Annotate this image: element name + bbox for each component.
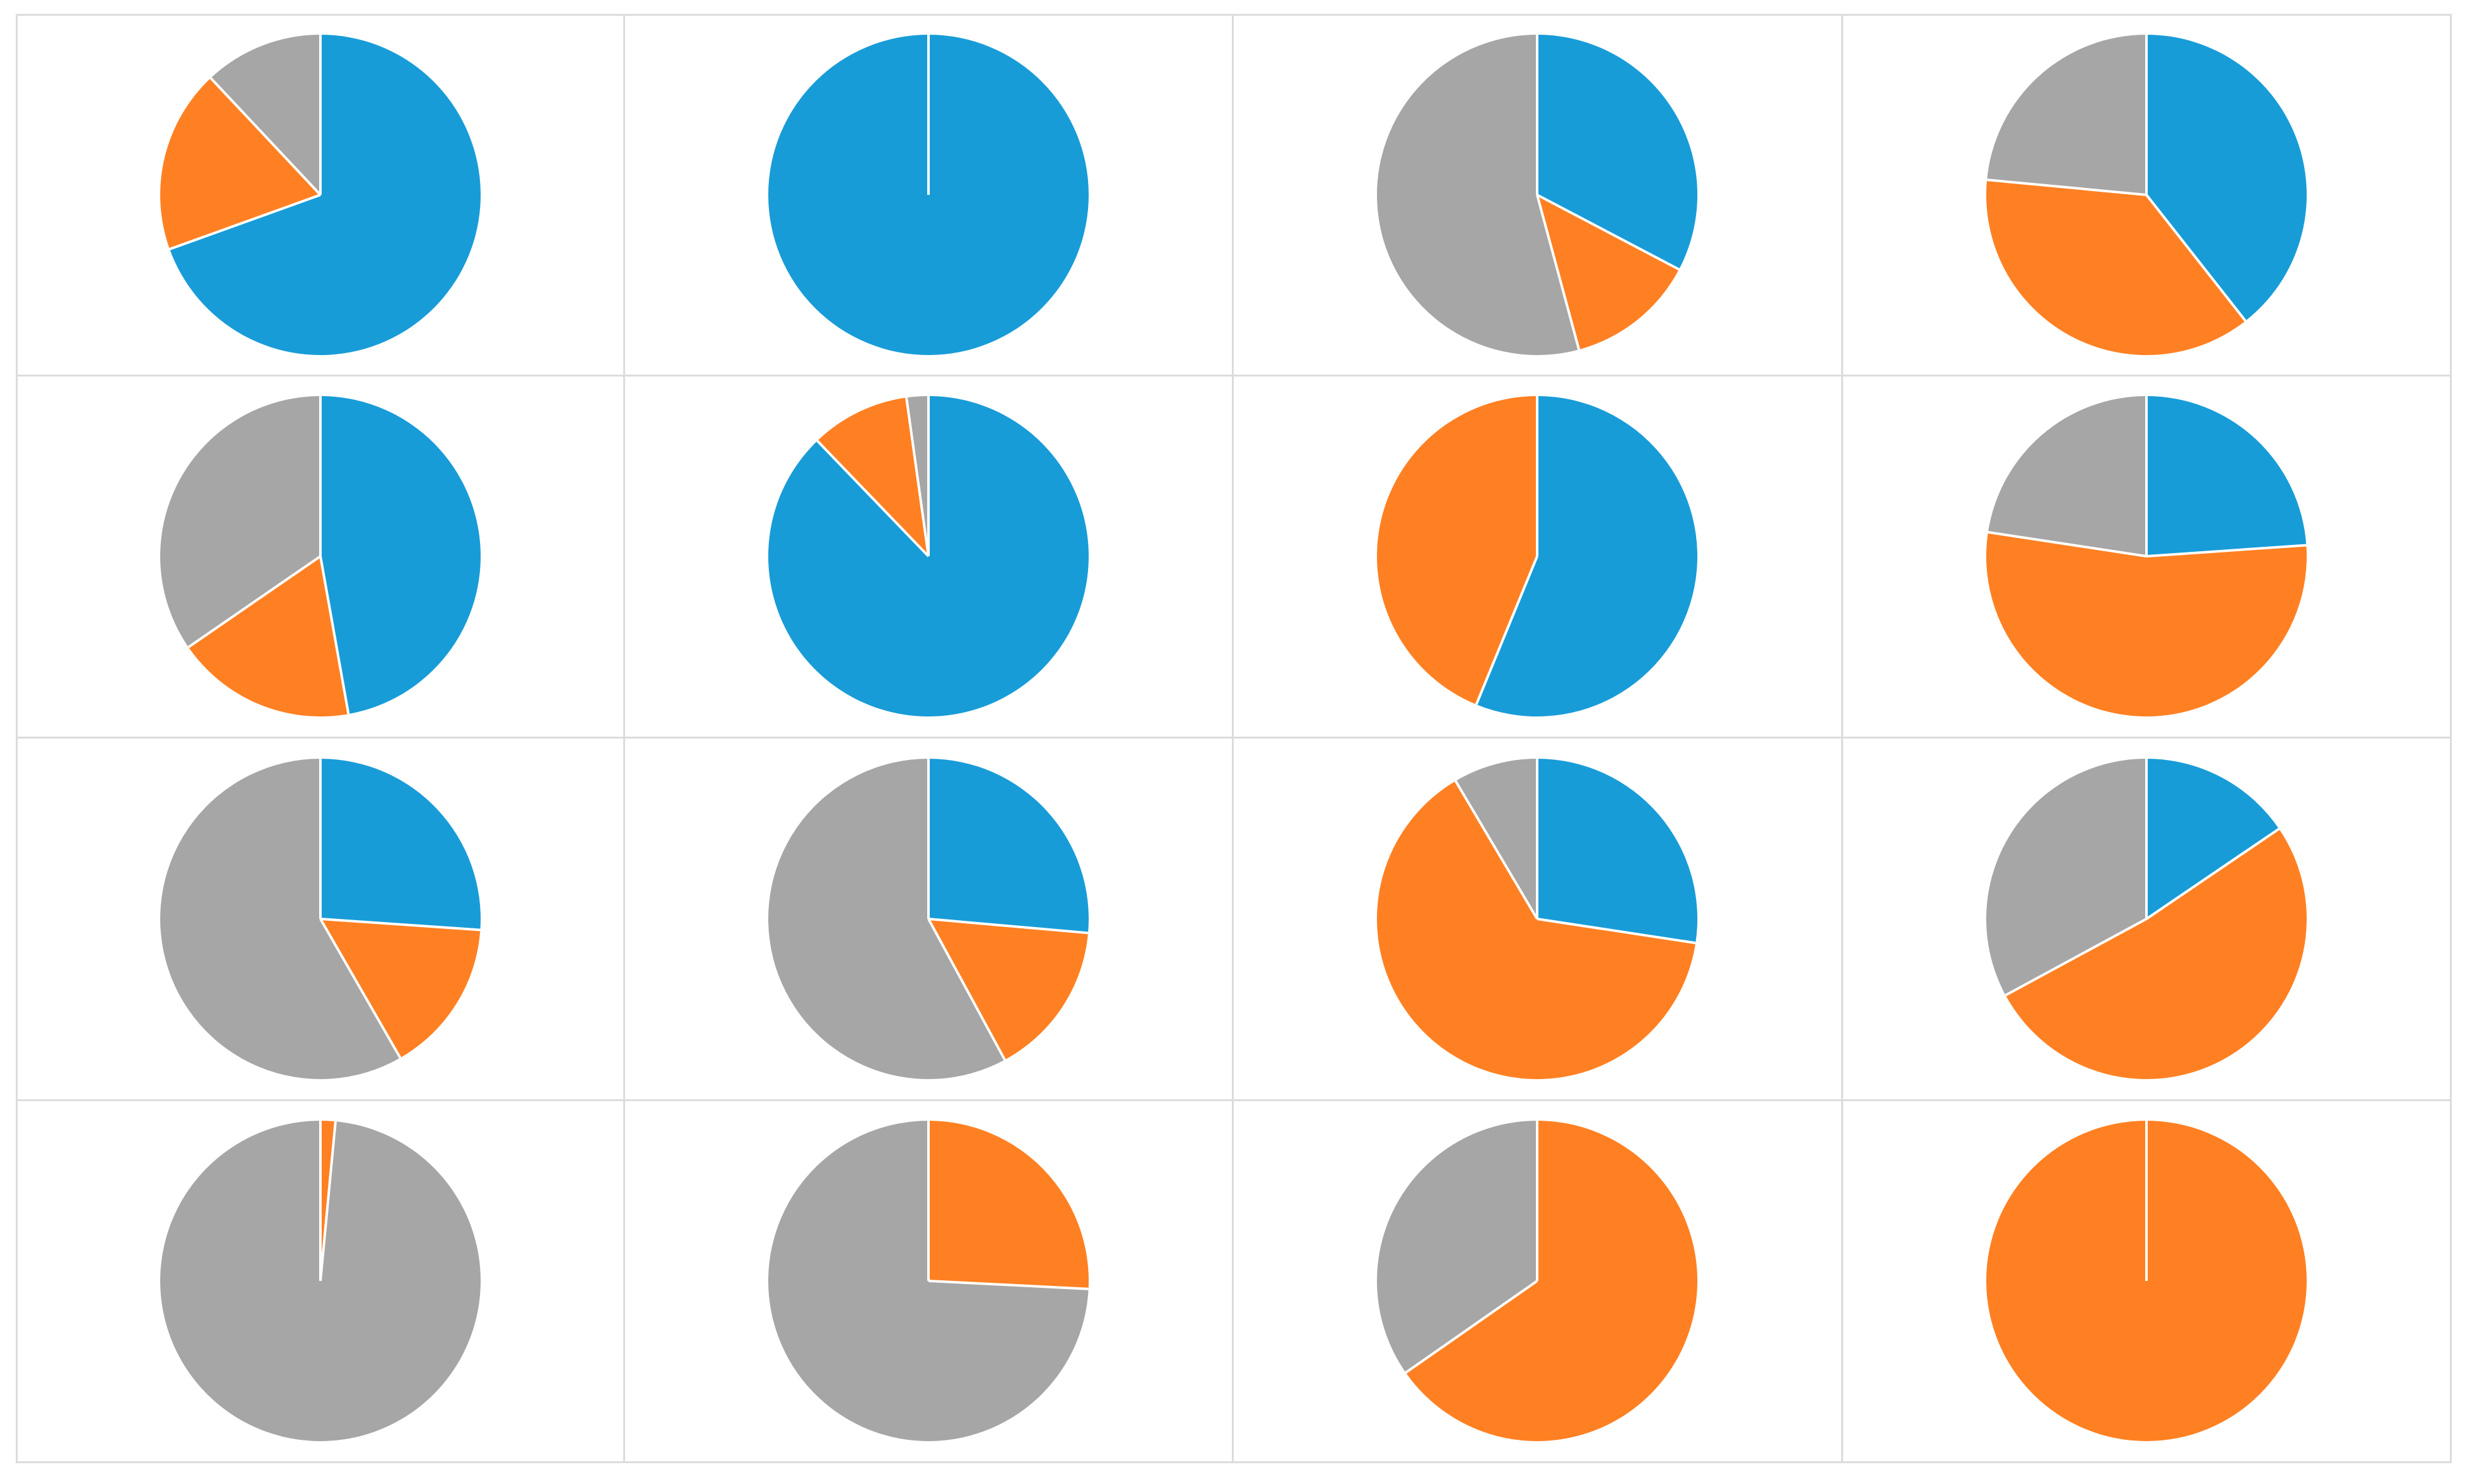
- slice-separator: [928, 1280, 1089, 1291]
- pie-slice: [160, 78, 320, 250]
- pie-chart-cell: [16, 739, 625, 1101]
- pie-chart: [1986, 396, 2307, 717]
- slice-separator: [1475, 556, 1539, 705]
- pie-slice: [188, 556, 349, 717]
- pie-chart: [1377, 396, 1698, 717]
- pie-chart: [160, 758, 481, 1079]
- slice-separator: [1405, 1280, 1538, 1374]
- pie-slice: [1455, 758, 1538, 919]
- pie-chart-cell: [1234, 739, 1843, 1101]
- pie-slice: [1537, 195, 1680, 350]
- pie-slice: [1377, 781, 1696, 1079]
- pie-slice: [1986, 758, 2146, 995]
- slice-separator: [169, 194, 321, 251]
- pie-slice: [928, 758, 1089, 933]
- pie-slice: [2146, 758, 2279, 919]
- slice-separator: [1455, 780, 1538, 920]
- pie-chart: [768, 35, 1089, 356]
- slice-separator: [319, 556, 350, 715]
- slice-separator: [319, 1121, 337, 1282]
- pie-slice: [160, 758, 401, 1079]
- slice-separator: [1537, 194, 1680, 271]
- slice-separator: [2145, 194, 2247, 322]
- pie-slice: [1476, 396, 1698, 717]
- pie-slice: [1377, 35, 1579, 356]
- pie-slice: [1986, 180, 2245, 356]
- pie-chart-cell: [16, 1101, 625, 1463]
- pie-chart: [160, 396, 481, 717]
- pie-chart: [1377, 1121, 1698, 1442]
- slice-separator: [1536, 194, 1581, 350]
- pie-chart: [768, 1121, 1089, 1442]
- pie-chart-cell: [624, 1101, 1234, 1463]
- pie-chart-cell: [16, 376, 625, 739]
- pie-chart-cell: [624, 376, 1234, 739]
- slice-separator: [1537, 917, 1696, 944]
- pie-slice: [2146, 396, 2307, 557]
- pie-chart: [1377, 35, 1698, 356]
- pie-slice: [1986, 532, 2307, 717]
- pie-slice: [320, 918, 481, 1058]
- pie-chart-cell: [1234, 14, 1843, 377]
- pie-chart: [160, 1121, 481, 1442]
- pie-slice: [169, 35, 481, 356]
- slice-separator: [2145, 827, 2280, 920]
- slice-separator: [319, 918, 402, 1058]
- pie-slice: [1988, 396, 2146, 557]
- pie-chart-cell: [624, 14, 1234, 377]
- pie-slice: [1986, 35, 2146, 196]
- pie-chart-cell: [624, 739, 1234, 1101]
- slice-separator: [816, 440, 930, 558]
- pie-slice: [320, 758, 481, 930]
- pie-slice: [768, 758, 1005, 1079]
- slice-separator: [2146, 544, 2307, 558]
- pie-slice: [320, 396, 481, 715]
- pie-chart-cell: [16, 14, 625, 377]
- pie-slice: [928, 1121, 1089, 1290]
- pie-chart-cell: [1842, 1101, 2452, 1463]
- pie-slice: [1537, 758, 1698, 943]
- pie-chart: [1377, 758, 1698, 1079]
- slice-separator: [928, 917, 1088, 935]
- slice-separator: [927, 918, 1006, 1061]
- pie-chart: [1986, 35, 2307, 356]
- slice-separator: [209, 77, 322, 196]
- slice-separator: [2005, 917, 2147, 996]
- slice-separator: [187, 555, 321, 648]
- pie-chart-cell: [1234, 376, 1843, 739]
- pie-slice: [210, 35, 320, 196]
- pie-slice: [1537, 35, 1698, 270]
- pie-chart-cell: [1234, 1101, 1843, 1463]
- pie-slice: [2005, 828, 2307, 1079]
- slice-separator: [905, 397, 930, 557]
- pie-slice: [2146, 35, 2307, 321]
- pie-slice: [1405, 1121, 1698, 1442]
- pie-grid: [16, 14, 2452, 1463]
- pie-chart-cell: [1842, 376, 2452, 739]
- pie-chart: [1986, 758, 2307, 1079]
- pie-chart: [768, 758, 1089, 1079]
- pie-slice: [928, 918, 1088, 1060]
- pie-slice: [160, 396, 320, 648]
- pie-chart: [160, 35, 481, 356]
- pie-chart: [1986, 1121, 2307, 1442]
- pie-chart: [768, 396, 1089, 717]
- pie-slice: [1377, 1121, 1538, 1373]
- pie-chart-cell: [1842, 14, 2452, 377]
- slice-separator: [320, 917, 481, 932]
- slice-separator: [1986, 178, 2146, 197]
- slice-separator: [1988, 531, 2147, 558]
- pie-chart-cell: [1842, 739, 2452, 1101]
- pie-slice: [817, 397, 928, 557]
- pie-slice: [1377, 396, 1538, 705]
